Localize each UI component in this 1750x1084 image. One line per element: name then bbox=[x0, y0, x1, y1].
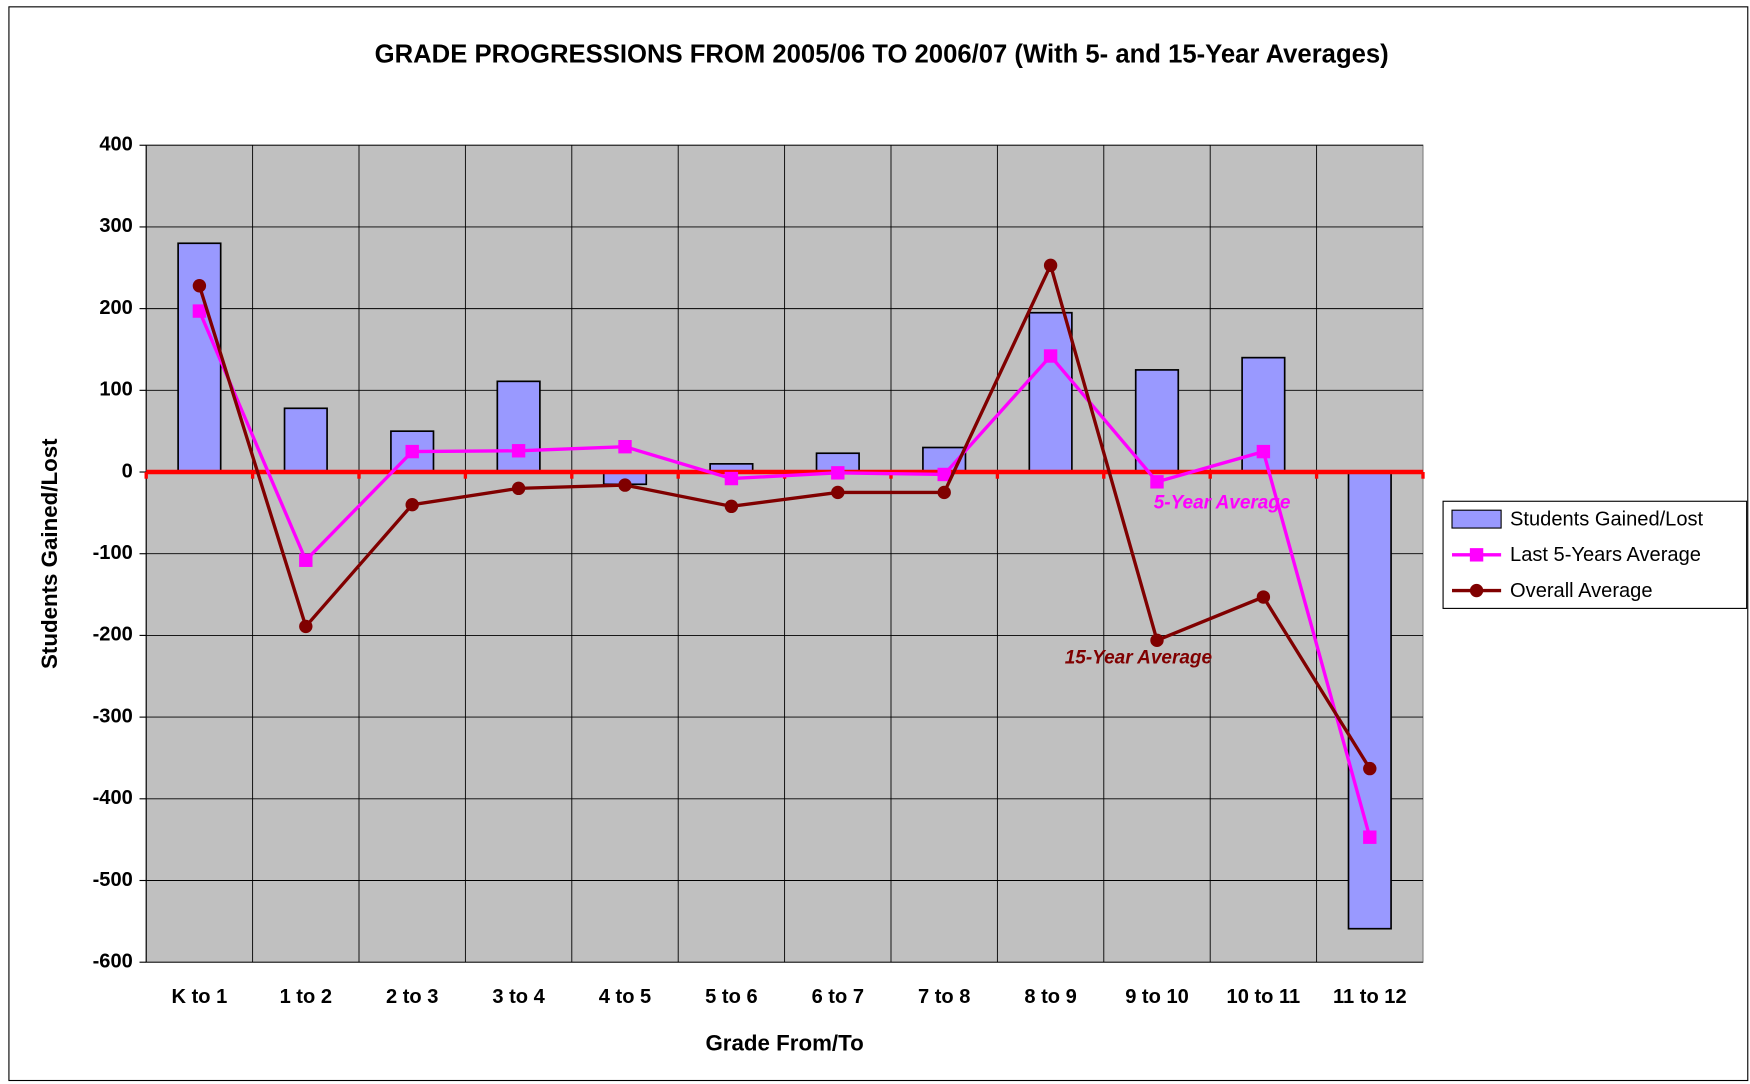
x-tick-label: 9 to 10 bbox=[1125, 986, 1189, 1008]
marker bbox=[937, 467, 951, 482]
bar bbox=[283, 407, 328, 473]
x-tick-label: 1 to 2 bbox=[280, 986, 332, 1008]
marker bbox=[192, 279, 207, 293]
y-tick-label: 0 bbox=[122, 460, 133, 482]
marker bbox=[831, 466, 845, 480]
annotation: 5-Year Average bbox=[1154, 493, 1291, 514]
legend-marker bbox=[1469, 583, 1484, 598]
x-tick-label: K to 1 bbox=[172, 986, 228, 1008]
x-axis-label: Grade From/To bbox=[705, 1031, 863, 1056]
marker bbox=[618, 440, 632, 454]
x-tick-label: 2 to 3 bbox=[386, 986, 438, 1008]
marker bbox=[1363, 761, 1377, 776]
y-tick-label: -400 bbox=[93, 787, 133, 809]
y-tick-label: -100 bbox=[93, 542, 133, 564]
marker bbox=[724, 499, 739, 514]
y-tick-label: 400 bbox=[99, 134, 132, 156]
bar bbox=[496, 380, 541, 473]
marker bbox=[1256, 590, 1271, 604]
y-tick-label: -600 bbox=[93, 950, 133, 972]
annotation: 15-Year Average bbox=[1065, 648, 1213, 669]
x-tick-label: 4 to 5 bbox=[599, 986, 651, 1008]
marker bbox=[618, 478, 632, 492]
marker bbox=[724, 471, 739, 486]
line bbox=[197, 310, 1372, 838]
marker bbox=[1363, 830, 1377, 844]
x-tick-label: 8 to 9 bbox=[1024, 986, 1076, 1008]
y-tick-label: -200 bbox=[93, 624, 133, 646]
marker bbox=[511, 481, 526, 496]
marker bbox=[405, 444, 419, 459]
y-tick-label: 300 bbox=[99, 215, 132, 237]
marker bbox=[1043, 258, 1058, 273]
marker bbox=[299, 553, 313, 567]
bar bbox=[1347, 471, 1392, 930]
x-tick-label: 6 to 7 bbox=[812, 986, 864, 1008]
x-tick-label: 5 to 6 bbox=[705, 986, 757, 1008]
y-tick-label: 100 bbox=[99, 379, 132, 401]
marker bbox=[1043, 349, 1058, 363]
marker bbox=[299, 619, 313, 634]
bar bbox=[1134, 369, 1180, 473]
marker bbox=[405, 498, 419, 512]
bar bbox=[177, 242, 222, 473]
line bbox=[197, 260, 1372, 770]
marker bbox=[511, 444, 526, 458]
legend-label: Students Gained/Lost bbox=[1510, 509, 1704, 531]
y-tick-label: 200 bbox=[99, 297, 132, 319]
y-tick-label: -300 bbox=[93, 705, 133, 727]
marker bbox=[937, 485, 951, 500]
y-axis-label: Students Gained/Lost bbox=[37, 438, 62, 669]
chart-title: GRADE PROGRESSIONS FROM 2005/06 TO 2006/… bbox=[375, 41, 1389, 69]
y-tick-label: -500 bbox=[93, 869, 133, 891]
x-tick-label: 11 to 12 bbox=[1333, 986, 1407, 1008]
x-tick-label: 3 to 4 bbox=[492, 986, 545, 1008]
marker bbox=[1150, 475, 1164, 489]
marker bbox=[1256, 444, 1271, 459]
marker bbox=[831, 485, 845, 500]
legend-swatch bbox=[1451, 509, 1502, 529]
x-tick-label: 7 to 8 bbox=[918, 986, 970, 1008]
marker bbox=[192, 304, 207, 318]
bar bbox=[1028, 311, 1073, 473]
marker bbox=[1150, 633, 1164, 648]
x-tick-label: 10 to 11 bbox=[1227, 986, 1301, 1008]
legend-label: Overall Average bbox=[1510, 580, 1652, 602]
legend-marker bbox=[1469, 548, 1484, 562]
legend-label: Last 5-Years Average bbox=[1510, 544, 1701, 566]
